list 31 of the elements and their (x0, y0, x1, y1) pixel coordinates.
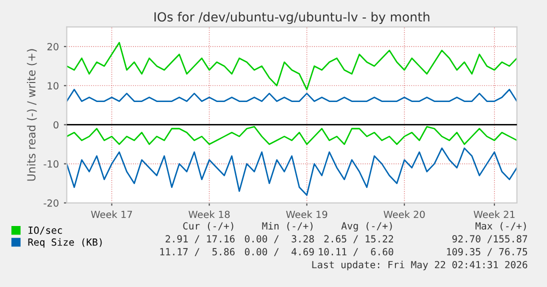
x-tick-label: Week 18 (188, 210, 230, 218)
text: Max (-/+) (476, 222, 526, 231)
chart-title: IOs for /dev/ubuntu-vg/ubuntu-lv - by month (154, 12, 430, 24)
x-tick-label: Week 17 (91, 210, 132, 218)
text: Last update: Fri May 22 02:41:31 2026 (312, 260, 528, 270)
text: 0.00 / 4.69 (244, 248, 314, 256)
legend-label: IO/sec (28, 226, 62, 235)
text: 2.91 / 17.16 (166, 235, 235, 244)
text: 10.11 / 6.60 (318, 248, 394, 256)
text: Cur (-/+) (183, 222, 234, 231)
y-tick-label: -20 (44, 199, 58, 207)
y-tick-label: -10 (44, 160, 58, 168)
y-tick-label: 20 (47, 43, 58, 50)
text: 0.00 / 3.28 (244, 235, 314, 244)
line-series (66, 88, 517, 102)
text: 92.70 /155.87 (452, 235, 528, 244)
text: Avg (-/+) (341, 222, 392, 232)
line-series (66, 126, 517, 145)
x-tick-label: Week 21 (474, 210, 515, 218)
y-tick-label: 10 (48, 82, 58, 90)
x-tick-label: Week 20 (384, 210, 425, 218)
text: Min (-/+) (262, 222, 313, 231)
text: 2.65 / 15.22 (324, 235, 394, 244)
y-axis-title: Units read (-) / write (+) (26, 49, 37, 181)
text: 109.35 / 76.75 (447, 248, 528, 256)
x-tick-label: Week 19 (286, 210, 328, 218)
line-series (66, 147, 517, 196)
legend-label: Req Size (KB) (28, 238, 102, 248)
text: 11.17 / 5.86 (160, 248, 235, 256)
line-series (66, 42, 517, 90)
y-tick-label: 0 (54, 121, 58, 129)
